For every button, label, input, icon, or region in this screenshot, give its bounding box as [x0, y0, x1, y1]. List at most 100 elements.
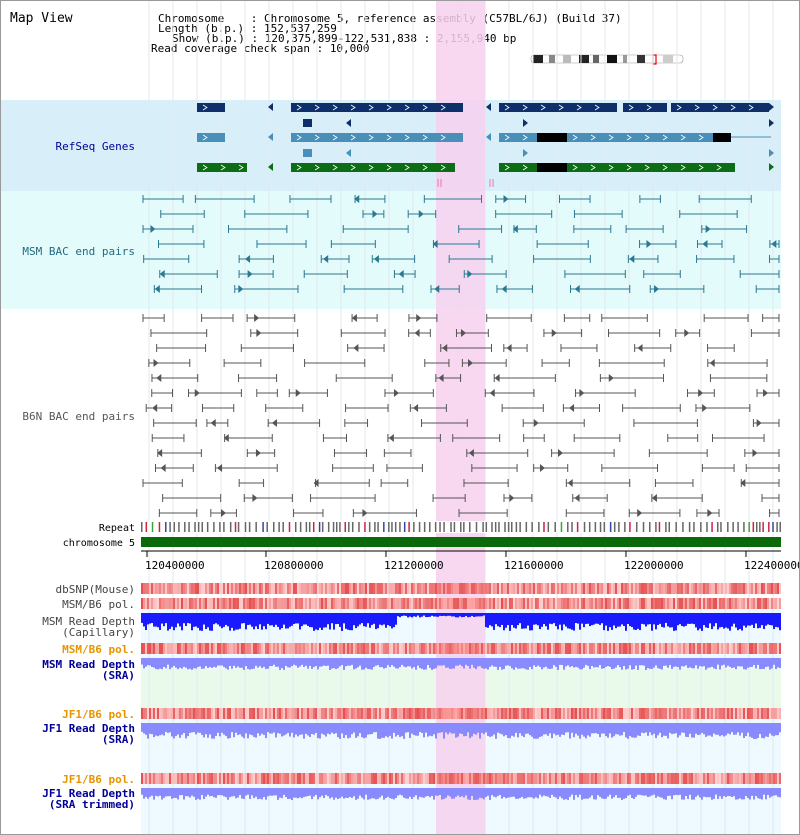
jf1-depth-sra-bar	[713, 723, 715, 734]
jf1-b6-pol-heat	[183, 708, 185, 719]
dbsnp-heat	[283, 583, 285, 594]
jf1-depth-sra-bar	[257, 723, 259, 734]
msm-depth-sra-bar	[451, 658, 453, 669]
jf1-b6-pol-heat	[647, 708, 649, 719]
jf1-b6-pol-heat-2	[241, 773, 243, 784]
dbsnp-heat	[573, 583, 575, 594]
msm-depth-sra-bar	[709, 658, 711, 668]
msm-b6-pol-heat-2	[545, 643, 547, 654]
msm-b6-pol-heat-2	[255, 643, 257, 654]
jf1-b6-pol-heat	[223, 708, 225, 719]
jf1-depth-trimmed-bar	[323, 788, 325, 799]
msm-depth-sra-bar	[717, 658, 719, 665]
msm-b6-pol-heat	[745, 598, 747, 609]
jf1-b6-pol-heat-2	[539, 773, 541, 784]
msm-b6-pol-heat	[447, 598, 449, 609]
jf1-b6-pol-heat-2	[667, 773, 669, 784]
msm-b6-pol-heat-2	[331, 643, 333, 654]
msm-depth-capillary-bar	[213, 613, 215, 625]
msm-b6-pol-heat	[549, 598, 551, 609]
dbsnp-heat	[583, 583, 585, 594]
msm-b6-pol-heat-2	[579, 643, 581, 654]
msm-b6-pol-heat	[411, 598, 413, 609]
b6n-bac-arrow	[707, 509, 713, 517]
chromosome-ideogram[interactable]	[529, 52, 687, 66]
msm-depth-capillary-line2: (Capillary)	[62, 626, 135, 639]
jf1-b6-pol-heat	[687, 708, 689, 719]
jf1-depth-sra-bar	[309, 723, 311, 738]
jf1-depth-sra-bar	[401, 723, 403, 737]
jf1-b6-pol-heat	[735, 708, 737, 719]
dbsnp-heat	[415, 583, 417, 594]
msm-depth-capillary-bar	[583, 613, 585, 628]
jf1-depth-trimmed-bar	[661, 788, 663, 798]
jf1-depth-sra-bar	[673, 723, 675, 734]
dbsnp-heat	[179, 583, 181, 594]
jf1-b6-pol-heat-2	[461, 773, 463, 784]
jf1-depth-sra-bar	[459, 723, 461, 734]
jf1-b6-pol-heat-2	[305, 773, 307, 784]
msm-depth-sra-bar	[647, 658, 649, 669]
msm-depth-sra-bar	[611, 658, 613, 670]
dbsnp-heat	[349, 583, 351, 594]
msm-b6-pol-heat	[419, 598, 421, 609]
jf1-b6-pol-heat-2	[537, 773, 539, 784]
jf1-depth-sra-bar	[615, 723, 617, 735]
jf1-depth-sra-bar	[751, 723, 753, 738]
jf1-b6-pol-heat	[205, 708, 207, 719]
jf1-b6-pol-heat-2	[599, 773, 601, 784]
track-label-refseq[interactable]: RefSeq Genes	[55, 140, 135, 153]
msm-depth-sra-bar	[219, 658, 221, 666]
msm-depth-sra-bar	[289, 658, 291, 668]
jf1-b6-pol-heat-2	[417, 773, 419, 784]
msm-b6-pol-heat-2	[695, 643, 697, 654]
msm-depth-sra-bar	[653, 658, 655, 668]
repeat-element	[388, 522, 390, 532]
msm-b6-pol-heat-2	[153, 643, 155, 654]
jf1-b6-pol-heat	[739, 708, 741, 719]
jf1-depth-sra-bar	[241, 723, 243, 737]
jf1-depth-trimmed-bar	[511, 788, 513, 797]
jf1-depth-sra-bar	[427, 723, 429, 737]
jf1-b6-pol-heat	[167, 708, 169, 719]
msm-depth-sra-bar	[327, 658, 329, 666]
repeat-element	[668, 522, 671, 532]
jf1-depth-trimmed-bar	[481, 788, 483, 799]
jf1-depth-sra-bar	[165, 723, 167, 732]
msm-depth-capillary-bar	[633, 613, 635, 630]
jf1-depth-trimmed-bar	[491, 788, 493, 796]
msm-depth-capillary-bar	[491, 613, 493, 627]
msm-b6-pol-heat-2	[525, 643, 527, 654]
jf1-b6-pol-heat-2	[177, 773, 179, 784]
jf1-b6-pol-heat-2	[595, 773, 597, 784]
msm-depth-sra-bar	[479, 658, 481, 667]
jf1-b6-pol-heat	[271, 708, 273, 719]
msm-b6-pol-heat-2	[389, 643, 391, 654]
msm-b6-pol-heat-2	[149, 643, 151, 654]
msm-b6-pol-heat	[653, 598, 655, 609]
jf1-depth-trimmed-bar	[405, 788, 407, 799]
msm-depth-capillary-bar	[495, 613, 497, 625]
jf1-depth-sra-bar	[167, 723, 169, 733]
msm-b6-pol-heat	[333, 598, 335, 609]
msm-b6-pol-heat	[509, 598, 511, 609]
dbsnp-heat	[553, 583, 555, 594]
jf1-b6-pol-heat-2	[187, 773, 189, 784]
msm-depth-sra-bar	[301, 658, 303, 665]
jf1-depth-trimmed-bar	[685, 788, 687, 796]
jf1-b6-pol-heat-2	[519, 773, 521, 784]
msm-depth-capillary-bar	[407, 613, 409, 618]
jf1-b6-pol-heat-2	[695, 773, 697, 784]
msm-depth-sra-bar	[733, 658, 735, 668]
msm-depth-capillary-bar	[247, 613, 249, 625]
msm-bac-arrow	[354, 195, 360, 203]
msm-b6-pol-heat	[331, 598, 333, 609]
track-label-b6n-bac[interactable]: B6N BAC end pairs	[22, 410, 135, 423]
jf1-b6-pol-heat	[243, 708, 245, 719]
msm-b6-pol-heat-2	[203, 643, 205, 654]
jf1-depth-trimmed-bar	[417, 788, 419, 800]
b6n-bac-arrow	[388, 434, 394, 442]
track-label-msm-bac[interactable]: MSM BAC end pairs	[22, 245, 135, 258]
repeat-element	[344, 522, 347, 532]
